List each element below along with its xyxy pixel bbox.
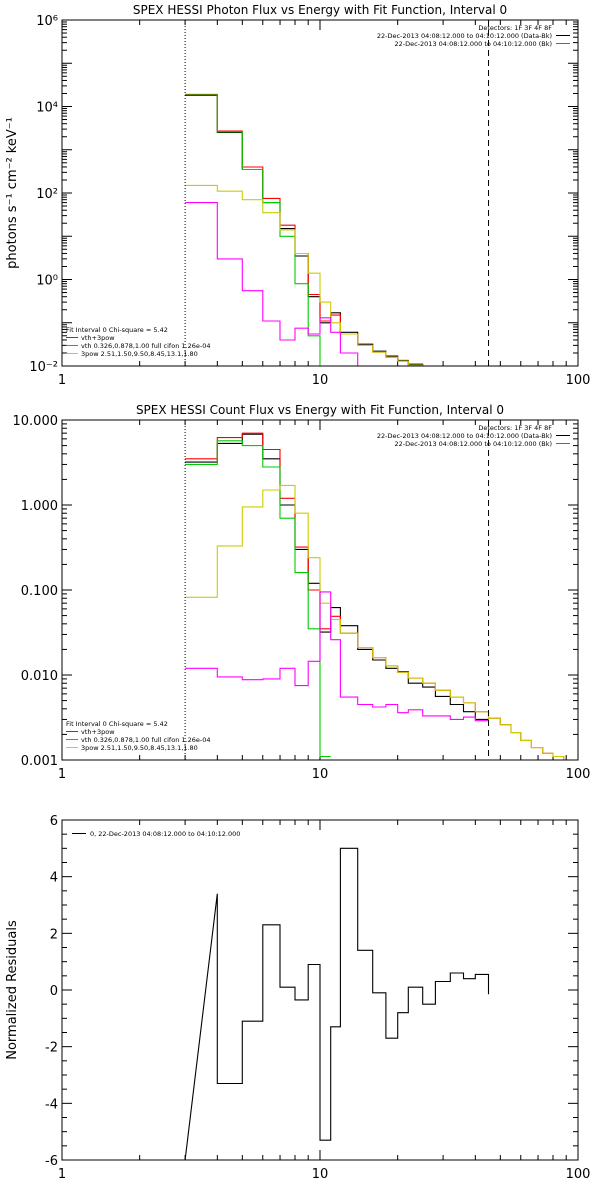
residuals-y-ticks: -6 -4 -2 0 2 4 6 (45, 814, 578, 1169)
count-title: SPEX HESSI Count Flux vs Energy with Fit… (136, 403, 504, 417)
legend-entry: 22-Dec-2013 04:08:12.000 to 04:10:12.000… (377, 432, 552, 440)
series-vth (185, 94, 321, 366)
count-series-group (185, 432, 574, 760)
y-tick-label: 6 (50, 814, 58, 829)
photon-y-ticks: 10⁻² 10⁰ 10² 10⁴ 10⁶ (29, 14, 578, 375)
x-tick-label: 1 (58, 373, 66, 388)
legend-entry: vth+3pow (81, 728, 115, 736)
y-tick-label: 10² (36, 187, 58, 202)
count-frame (61, 419, 579, 761)
legend-entry: Fit Interval 0 Chi-square = 5.42 (66, 720, 168, 728)
y-tick-label: 0.100 (21, 584, 58, 599)
legend-entry: 3pow 2.51,1.50,9.50,8.45,13.1,1.80 (81, 350, 198, 358)
residuals-series-group (184, 847, 490, 1160)
series-residuals (184, 847, 490, 1160)
residuals-legend-top-left: 0, 22-Dec-2013 04:08:12.000 to 04:10:12.… (72, 830, 240, 838)
residuals-ylabel: Normalized Residuals (5, 920, 20, 1060)
y-tick-label: -6 (45, 1154, 58, 1169)
y-tick-label: 0 (50, 984, 58, 999)
legend-entry: Detectors: 1F 3F 4F 8F (478, 424, 552, 432)
series-vth-3pow (185, 432, 574, 760)
series-vth (185, 440, 331, 758)
y-tick-label: 4 (50, 871, 58, 886)
series-bk (185, 202, 359, 366)
series-vth-3pow (185, 93, 424, 366)
residuals-chart: Normalized Residuals 1 10 100 -6 -4 -2 0 2 4 6 0, 2… (5, 814, 590, 1182)
count-chart: SPEX HESSI Count Flux vs Energy with Fit… (13, 403, 591, 782)
y-tick-label: 10⁶ (36, 14, 58, 29)
y-tick-label: 2 (50, 927, 58, 942)
x-tick-label: 100 (566, 1167, 591, 1182)
legend-entry: 22-Dec-2013 04:08:12.000 to 04:10:12.000… (395, 440, 553, 448)
y-tick-label: 10⁴ (36, 101, 58, 116)
legend-entry: 22-Dec-2013 04:08:12.000 to 04:10:12.000… (395, 40, 553, 48)
series-3pow (185, 484, 574, 760)
x-tick-label: 10 (312, 1167, 329, 1182)
y-tick-label: 10.000 (13, 414, 59, 429)
legend-entry: 22-Dec-2013 04:08:12.000 to 04:10:12.000… (377, 32, 552, 40)
count-legend-bottom-left: Fit Interval 0 Chi-square = 5.42vth+3pow… (66, 720, 210, 752)
legend-entry: Detectors: 1F 3F 4F 8F (478, 24, 552, 32)
legend-entry: vth 0.326,0.878,1.00 full cifon 1.26e-04 (81, 342, 210, 350)
x-tick-label: 100 (566, 373, 591, 388)
x-tick-label: 10 (312, 767, 329, 782)
count-y-ticks: 0.001 0.010 0.100 1.000 10.000 (13, 414, 578, 769)
photon-ylabel: photons s⁻¹ cm⁻² keV⁻¹ (5, 117, 20, 269)
y-tick-label: -2 (45, 1041, 58, 1056)
x-tick-label: 10 (312, 373, 329, 388)
series-data-bk (185, 94, 424, 366)
y-tick-label: 1.000 (21, 499, 58, 514)
y-tick-label: -4 (45, 1097, 58, 1112)
series-3pow (185, 184, 424, 366)
y-tick-label: 0.001 (21, 754, 58, 769)
residuals-x-ticks: 1 10 100 (58, 820, 591, 1182)
legend-entry: vth 0.326,0.878,1.00 full cifon 1.26e-04 (81, 736, 210, 744)
legend-entry: 3pow 2.51,1.50,9.50,8.45,13.1,1.80 (81, 744, 198, 752)
legend-entry: Fit Interval 0 Chi-square = 5.42 (66, 326, 168, 334)
photon-title: SPEX HESSI Photon Flux vs Energy with Fi… (133, 3, 507, 17)
photon-series-group (185, 93, 424, 366)
legend-entry: 0, 22-Dec-2013 04:08:12.000 to 04:10:12.… (90, 830, 240, 838)
series-bk (185, 591, 489, 722)
x-tick-label: 1 (58, 767, 66, 782)
y-tick-label: 10⁰ (36, 274, 58, 289)
y-tick-label: 10⁻² (29, 360, 58, 375)
x-tick-label: 100 (566, 767, 591, 782)
photon-frame (61, 19, 579, 367)
legend-entry: vth+3pow (81, 334, 115, 342)
photon-legend-bottom-left: Fit Interval 0 Chi-square = 5.42vth+3pow… (66, 326, 210, 358)
y-tick-label: 0.010 (21, 669, 58, 684)
photon-chart: SPEX HESSI Photon Flux vs Energy with Fi… (5, 3, 591, 388)
x-tick-label: 1 (58, 1167, 66, 1182)
residuals-frame (61, 819, 579, 1161)
